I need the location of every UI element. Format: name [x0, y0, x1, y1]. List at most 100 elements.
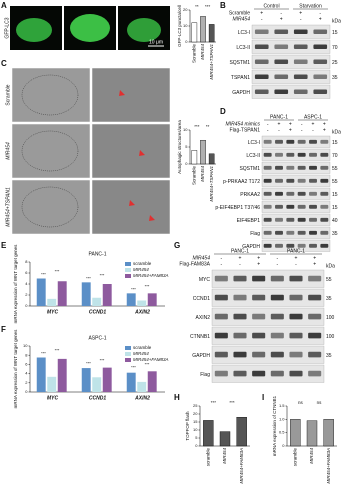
- blot-band: [252, 294, 266, 301]
- legend-label: MIR454+FAM83A: [133, 357, 169, 362]
- band-label: Flag: [200, 372, 210, 378]
- significance-label: ***: [205, 4, 211, 9]
- significance-label: ns: [317, 400, 323, 405]
- blot-band: [313, 74, 328, 79]
- significance-label: ***: [55, 269, 60, 274]
- significance-label: ***: [145, 361, 150, 366]
- legend-swatch: [125, 358, 131, 362]
- y-tick-label: 20: [193, 411, 198, 416]
- blot-band: [263, 204, 272, 209]
- blot-band: [233, 351, 247, 358]
- image-label: GFP-LC3: [4, 17, 10, 38]
- blot-band: [308, 351, 322, 358]
- y-tick-label: 2: [25, 292, 28, 297]
- blot-band: [254, 89, 269, 94]
- treatment-sign: -: [300, 16, 302, 22]
- blot-band: [293, 59, 308, 64]
- blot-band: [275, 230, 283, 235]
- blot-band: [320, 191, 329, 196]
- blot-band: [293, 29, 308, 34]
- x-tick-label: MYC: [47, 309, 59, 315]
- blot-strip: [211, 269, 325, 288]
- blot-band: [320, 152, 329, 157]
- significance-label: ***: [41, 351, 46, 356]
- group-label: Control: [263, 3, 279, 9]
- legend-swatch: [125, 262, 131, 266]
- blot-band: [309, 152, 317, 157]
- band-label: MYC: [199, 277, 211, 283]
- significance-label: ***: [194, 124, 200, 129]
- blot-band: [233, 313, 247, 320]
- treatment-sign: -: [278, 127, 280, 133]
- y-tick-label: 10: [23, 343, 28, 348]
- blot-band: [263, 230, 272, 235]
- band-label: LC3-I: [238, 30, 250, 36]
- legend-label: MIR454+FAM83A: [133, 273, 169, 278]
- y-tick-label: 20: [183, 7, 188, 12]
- blot-band: [252, 275, 266, 282]
- blot-strip: [211, 307, 325, 326]
- significance-label: ***: [145, 283, 150, 288]
- blot-band: [286, 204, 295, 209]
- y-tick-label: 4: [25, 281, 28, 286]
- blot-band: [252, 313, 266, 320]
- band-label: LC3-I: [248, 140, 260, 146]
- blot-strip: [211, 364, 325, 383]
- blot-band: [214, 313, 228, 320]
- y-tick-label: 15: [193, 419, 198, 424]
- blot-band: [214, 351, 228, 358]
- y-axis-label: mRNA expression of WNT target genes: [13, 329, 18, 408]
- bar: [137, 300, 147, 306]
- treatment-sign: +: [313, 255, 316, 261]
- x-tick-label: Scramble: [192, 44, 197, 64]
- blot-band: [289, 313, 303, 320]
- y-tick-label: 2: [25, 380, 28, 385]
- em-images: [11, 67, 171, 235]
- significance-label: ***: [131, 286, 136, 291]
- significance-label: ***: [86, 361, 91, 366]
- blot-band: [313, 29, 328, 34]
- bar: [208, 153, 215, 165]
- panel-letter: E: [1, 241, 7, 250]
- bar: [81, 368, 91, 392]
- kda-label: 55: [332, 179, 338, 185]
- x-tick-label: AXIN2: [134, 309, 150, 315]
- band-label: p-PRKAA2 T172: [223, 179, 260, 185]
- x-tick-label: MIR454+TSPAN1: [209, 166, 214, 202]
- significance-label: ***: [86, 275, 91, 280]
- chart-title: ASPC-1: [88, 335, 106, 341]
- blot-band: [286, 243, 295, 248]
- treatment-sign: +: [312, 121, 315, 127]
- y-tick-label: 0: [282, 443, 285, 448]
- blot-band: [320, 139, 329, 144]
- treatment-sign: +: [319, 16, 322, 22]
- treatment-sign: +: [278, 121, 281, 127]
- blot-band: [286, 165, 295, 170]
- blot-band: [254, 74, 269, 79]
- treatment-sign: -: [295, 261, 297, 267]
- treatment-label: MIR454: [232, 16, 250, 22]
- treatment-sign: +: [260, 10, 263, 16]
- kda-label: 35: [332, 75, 338, 81]
- blot-band: [274, 59, 289, 64]
- blot-band: [313, 59, 328, 64]
- treatment-label: MIR454 mimics: [226, 121, 261, 127]
- x-tick-label: MIR454: [309, 448, 314, 464]
- treatment-sign: -: [239, 261, 241, 267]
- blot-band: [254, 44, 269, 49]
- bar: [203, 420, 214, 447]
- x-tick-label: Scramble: [192, 166, 197, 186]
- blot-band: [297, 204, 306, 209]
- y-tick-label: 6: [25, 270, 28, 275]
- treatment-sign: +: [257, 255, 260, 261]
- blot-band: [297, 217, 306, 222]
- significance-label: ***: [100, 272, 105, 277]
- bar: [47, 376, 57, 392]
- blot-band: [289, 351, 303, 358]
- blot-band: [286, 178, 295, 183]
- blot-band: [263, 139, 272, 144]
- treatment-sign: -: [267, 121, 269, 127]
- blot-band: [270, 332, 284, 339]
- significance-label: ***: [100, 358, 105, 363]
